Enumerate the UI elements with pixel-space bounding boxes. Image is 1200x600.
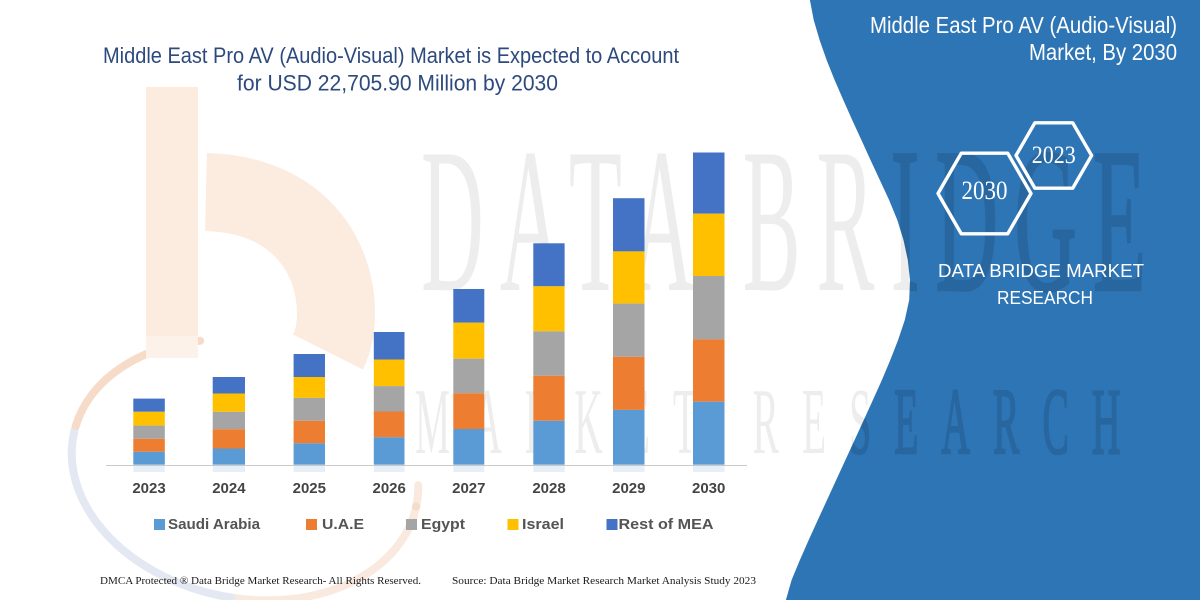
svg-text:Market, By 2030: Market, By 2030 [1029,39,1177,65]
svg-text:DMCA Protected ® Data Bridge M: DMCA Protected ® Data Bridge Market Rese… [100,575,421,587]
svg-text:2026: 2026 [373,480,406,497]
svg-text:2030: 2030 [962,176,1008,205]
svg-text:2025: 2025 [293,480,326,497]
svg-text:Saudi Arabia: Saudi Arabia [168,516,261,533]
svg-text:2024: 2024 [212,480,246,497]
svg-text:Source: Data Bridge Market Res: Source: Data Bridge Market Research Mark… [452,575,757,587]
svg-text:2028: 2028 [532,480,565,497]
svg-text:Middle East Pro AV (Audio-Visu: Middle East Pro AV (Audio-Visual) Market… [103,43,680,68]
svg-text:2023: 2023 [1032,142,1076,169]
svg-text:Middle East Pro AV (Audio-Visu: Middle East Pro AV (Audio-Visual) [870,12,1177,38]
svg-text:2029: 2029 [612,480,645,497]
svg-text:DATA BRIDGE MARKET: DATA BRIDGE MARKET [938,261,1144,281]
svg-text:2023: 2023 [132,480,165,497]
svg-text:Egypt: Egypt [421,516,465,533]
svg-text:for USD 22,705.90 Million by 2: for USD 22,705.90 Million by 2030 [237,71,558,96]
svg-text:Rest of MEA: Rest of MEA [619,516,714,533]
svg-text:Israel: Israel [522,516,564,533]
svg-text:2027: 2027 [452,480,485,497]
svg-text:2030: 2030 [692,480,725,497]
svg-text:U.A.E: U.A.E [322,516,364,533]
svg-text:RESEARCH: RESEARCH [997,288,1093,308]
